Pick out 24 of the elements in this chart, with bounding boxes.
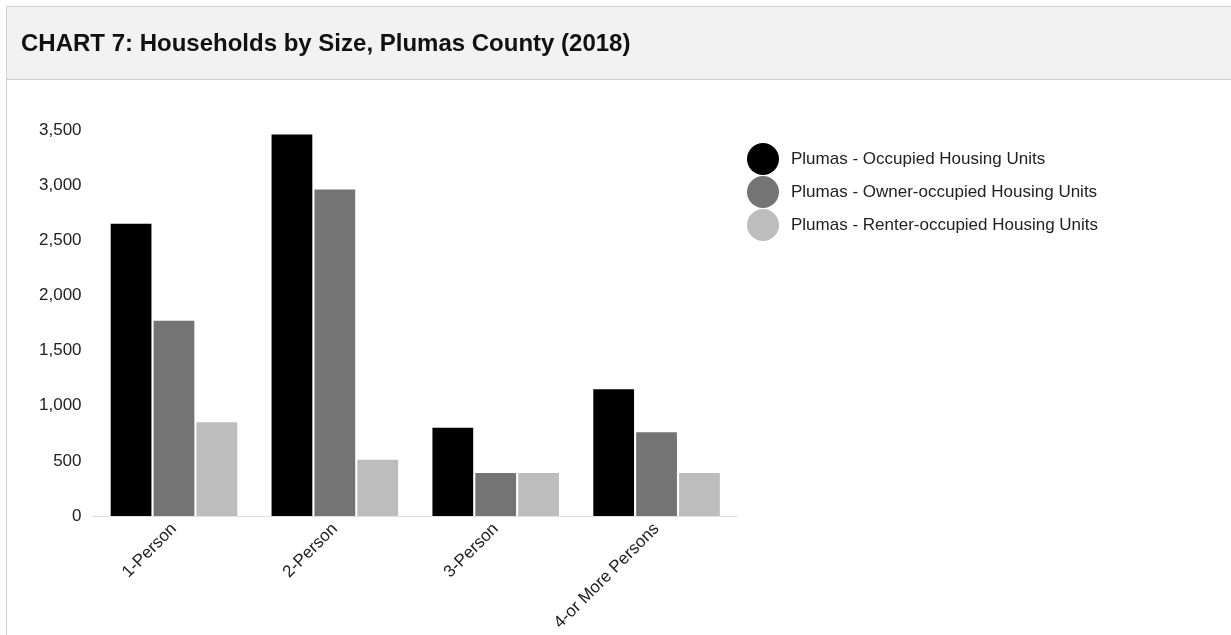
bar [432, 427, 474, 517]
bar [153, 320, 195, 517]
y-tick-label: 3,000 [38, 174, 82, 194]
bar [271, 134, 313, 517]
bar [357, 459, 399, 517]
chart-title: CHART 7: Households by Size, Plumas County (2018) [21, 29, 631, 57]
legend-label: Plumas - Renter-occupied Housing Units [791, 214, 1099, 235]
bar [518, 473, 559, 517]
y-tick-label: 1,500 [38, 340, 82, 360]
bar [196, 422, 238, 517]
y-tick-label: 3,500 [38, 119, 82, 139]
legend-label: Plumas - Occupied Housing Units [791, 148, 1046, 169]
bar [475, 473, 517, 517]
y-tick-label: 1,000 [38, 395, 82, 415]
bar [314, 189, 356, 517]
bar [110, 223, 152, 517]
y-tick-label: 2,000 [38, 285, 82, 305]
y-tick-label: 0 [72, 505, 82, 525]
bar [679, 473, 720, 517]
legend-label: Plumas - Owner-occupied Housing Units [791, 181, 1098, 202]
y-tick-label: 2,500 [38, 229, 82, 249]
bar [636, 432, 677, 517]
bar [593, 389, 635, 517]
y-tick-label: 500 [53, 450, 82, 470]
